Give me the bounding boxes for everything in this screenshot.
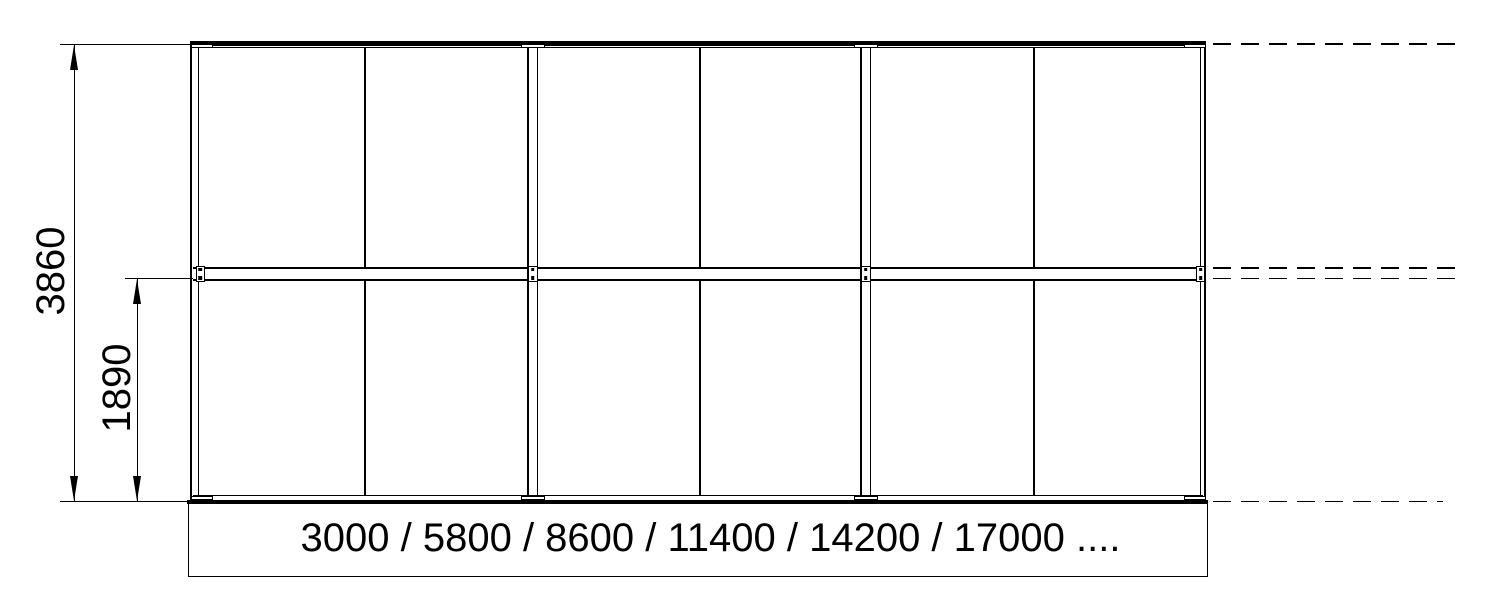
dashed-continuation-top <box>1213 43 1463 45</box>
bottom-cap-left-corner <box>190 495 213 501</box>
dimension-line-total-height <box>73 45 76 501</box>
arrowhead-down-icon <box>133 476 142 501</box>
length-series-box: 3000 / 5800 / 8600 / 11400 / 14200 / 170… <box>187 500 1208 577</box>
middle-rail-top-line <box>193 267 1203 269</box>
dashed-continuation-rail-upper <box>1213 267 1461 269</box>
extension-line-top <box>60 43 191 45</box>
dimension-text: 3860 <box>29 226 73 316</box>
top-chord-thick-line <box>190 41 1206 46</box>
extension-line-middle <box>125 277 193 279</box>
divider-2-upper-line <box>699 47 701 267</box>
bottom-inner-line <box>193 495 1203 497</box>
rail-connector-left-edge <box>195 265 206 282</box>
top-cap-post-2 <box>854 43 878 49</box>
arrowhead-up-icon <box>133 279 142 304</box>
bottom-cap-post-1 <box>521 495 545 501</box>
divider-1-upper-line <box>364 47 366 267</box>
bolt-icon <box>198 267 203 272</box>
length-series-text: 3000 / 5800 / 8600 / 11400 / 14200 / 170… <box>300 516 1121 560</box>
dashed-continuation-rail-lower <box>1213 277 1461 280</box>
divider-3-upper-line <box>1033 47 1035 267</box>
rail-connector-post-2 <box>860 265 871 282</box>
bolt-icon <box>863 267 868 272</box>
arrowhead-down-icon <box>69 476 78 501</box>
divider-1-lower-line <box>364 280 366 496</box>
divider-3-lower-line <box>1033 280 1035 496</box>
middle-rail-bottom-line <box>193 279 1203 281</box>
divider-2-lower-line <box>699 280 701 496</box>
bolt-icon <box>1198 267 1203 272</box>
bolt-icon <box>530 276 535 280</box>
bolt-icon <box>1198 276 1203 280</box>
bolt-icon <box>530 267 535 272</box>
bottom-chord-thick-line <box>187 499 1208 505</box>
dimension-line-lower-height <box>137 279 139 501</box>
rail-connector-post-1 <box>527 265 538 282</box>
bolt-icon <box>198 276 203 280</box>
arrowhead-up-icon <box>69 45 78 70</box>
bottom-cap-post-2 <box>854 495 878 501</box>
bottom-cap-right-corner <box>1183 495 1206 501</box>
bolt-icon <box>863 276 868 280</box>
left-edge-post-outer-line <box>190 45 192 500</box>
top-inner-line <box>193 46 1203 48</box>
top-cap-post-1 <box>521 43 545 49</box>
dashed-continuation-bottom <box>1213 500 1443 503</box>
top-cap-left-corner <box>190 43 213 49</box>
top-cap-right-corner <box>1183 43 1206 49</box>
dimension-text: 1890 <box>95 343 139 433</box>
extension-line-bottom <box>60 500 188 502</box>
rail-connector-right-edge <box>1195 265 1206 282</box>
